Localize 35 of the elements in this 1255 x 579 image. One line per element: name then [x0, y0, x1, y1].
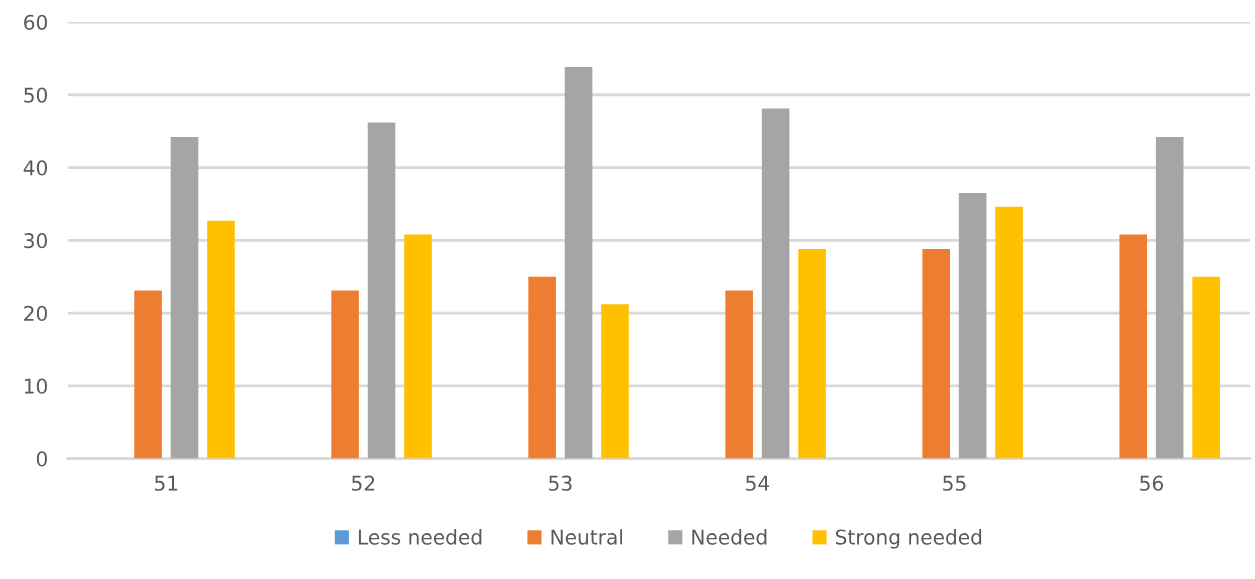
- bar: [1192, 276, 1220, 459]
- bar: [134, 290, 162, 459]
- bar: [367, 122, 396, 459]
- bar: [207, 220, 235, 459]
- bar: [404, 234, 432, 459]
- bar: [564, 67, 593, 459]
- bar: [761, 108, 790, 459]
- bar: [1155, 136, 1184, 459]
- bar: [958, 192, 987, 459]
- x-tick-label: 55: [943, 475, 966, 491]
- y-tick-label: 10: [24, 378, 47, 394]
- bar: [995, 206, 1023, 459]
- bar: [725, 290, 753, 459]
- bar: [331, 290, 359, 459]
- y-tick-label: 50: [24, 87, 47, 103]
- y-tick-label: 30: [24, 232, 47, 249]
- legend-label: Less needed: [358, 529, 482, 545]
- legend-label: Needed: [692, 529, 767, 545]
- bar: [798, 249, 826, 459]
- bar: [170, 136, 199, 459]
- y-tick-label: 0: [36, 451, 47, 467]
- y-tick-label: 60: [24, 14, 47, 30]
- x-tick-label: 52: [352, 475, 375, 491]
- y-tick-label: 20: [24, 305, 47, 321]
- bar: [1119, 234, 1148, 459]
- legend-label: Strong needed: [835, 529, 982, 549]
- y-tick-label: 40: [23, 160, 47, 176]
- x-tick-label: 53: [549, 475, 572, 491]
- bar: [601, 304, 629, 459]
- legend-label: Neutral: [551, 529, 623, 545]
- x-tick-label: 56: [1140, 475, 1164, 491]
- bar: [922, 249, 950, 459]
- x-tick-label: 51: [155, 475, 178, 491]
- x-tick-label: 54: [746, 475, 770, 491]
- bar: [528, 276, 556, 459]
